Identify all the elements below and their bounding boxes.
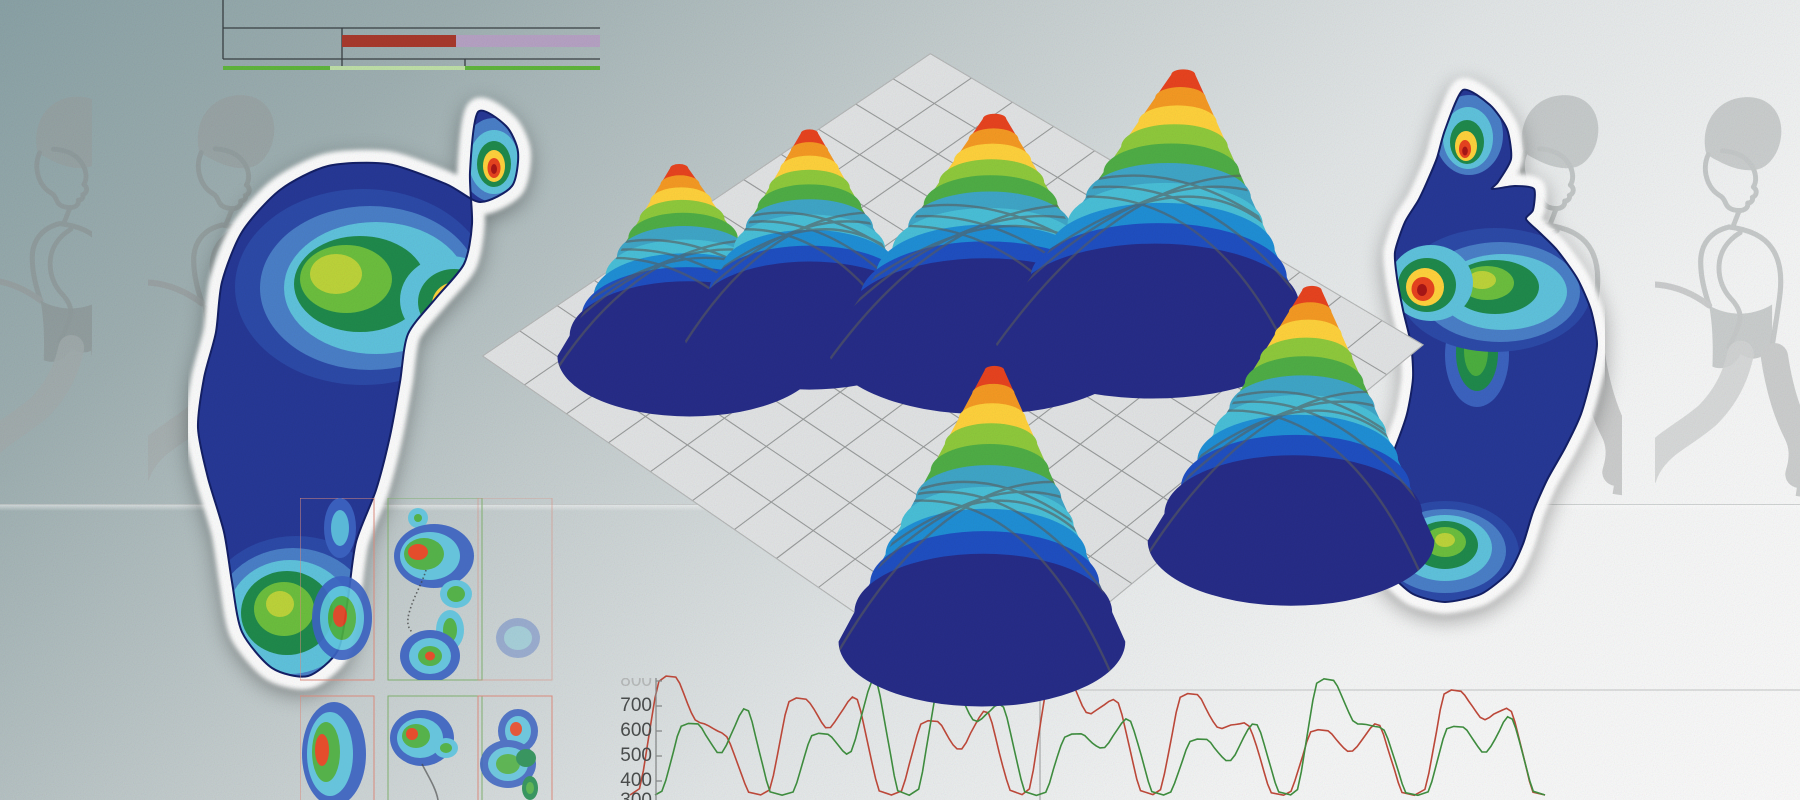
svg-text:400: 400 [620, 770, 652, 791]
svg-text:300: 300 [620, 790, 652, 800]
svg-text:600: 600 [620, 720, 652, 741]
svg-text:500: 500 [620, 745, 652, 766]
